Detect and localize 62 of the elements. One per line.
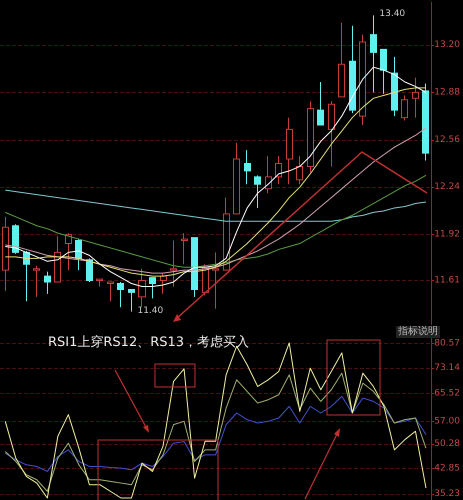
y-tick-label: 80.57 xyxy=(434,338,460,348)
y-tick-label: 13.20 xyxy=(434,40,460,50)
y-tick-label: 12.88 xyxy=(434,87,460,98)
candlestick xyxy=(170,240,177,287)
line-series xyxy=(4,127,426,274)
candlestick xyxy=(44,271,51,294)
candlestick xyxy=(33,265,40,298)
candlestick xyxy=(391,56,398,117)
candlestick xyxy=(23,250,30,302)
candlestick xyxy=(2,216,9,292)
y-tick-label: 12.24 xyxy=(434,182,460,192)
candlestick xyxy=(370,14,377,93)
candlestick xyxy=(54,236,61,283)
candlestick xyxy=(380,48,387,94)
candlestick xyxy=(86,258,93,283)
candlestick xyxy=(65,232,72,271)
y-tick-label: 65.52 xyxy=(434,388,460,398)
y-tick-label: 57.00 xyxy=(434,416,460,427)
candlestick xyxy=(160,272,167,294)
candlestick xyxy=(117,282,124,308)
candlestick xyxy=(181,232,188,265)
y-tick-label: 35.23 xyxy=(434,488,460,499)
candlestick xyxy=(296,156,303,185)
candlestick xyxy=(149,277,156,299)
candlestick xyxy=(254,174,261,208)
annotation: 13.40 xyxy=(379,9,406,20)
line-series xyxy=(4,372,426,492)
candlestick xyxy=(191,237,198,298)
line-series xyxy=(4,190,426,222)
y-tick-label: 11.92 xyxy=(434,230,460,240)
y-tick-label: 73.14 xyxy=(434,363,460,374)
candlestick xyxy=(107,282,114,302)
candlestick xyxy=(212,252,219,310)
annotation: RSI1上穿RS12、RS13，考虑买入 xyxy=(48,335,250,350)
y-tick-label: 12.56 xyxy=(434,134,460,145)
annotation: 指标说明 xyxy=(396,326,440,338)
candlestick xyxy=(233,142,240,214)
candlestick xyxy=(138,268,146,308)
candlestick xyxy=(244,150,251,185)
candlestick xyxy=(128,288,135,312)
line-series xyxy=(4,174,426,268)
y-tick-label: 11.61 xyxy=(434,276,460,286)
candlestick xyxy=(338,22,345,98)
candlestick xyxy=(96,278,103,287)
candlestick xyxy=(349,25,356,114)
annotation: 11.40 xyxy=(137,306,164,316)
candlestick xyxy=(75,238,82,271)
candlestick xyxy=(422,82,429,162)
y-tick-label: 50.28 xyxy=(434,438,460,449)
candlestick xyxy=(401,94,408,122)
candlestick xyxy=(286,117,293,185)
candlestick xyxy=(328,100,335,167)
candlestick xyxy=(275,156,282,185)
candlestick xyxy=(265,156,272,194)
line-series xyxy=(4,396,426,472)
candlestick xyxy=(12,224,19,254)
y-tick-label: 42.85 xyxy=(434,464,460,474)
candlestick xyxy=(412,77,419,118)
candlestick xyxy=(223,197,230,271)
candlestick xyxy=(359,34,366,126)
candlestick xyxy=(307,100,314,173)
candlestick xyxy=(317,82,324,126)
